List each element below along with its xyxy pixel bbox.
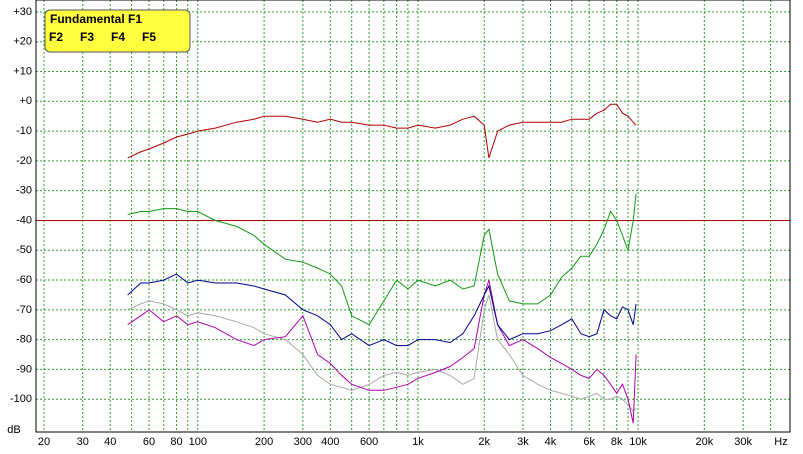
x-axis-label: Hz <box>774 436 787 448</box>
series-line <box>127 273 637 347</box>
y-tick-label: -100 <box>10 393 32 405</box>
series-line <box>127 279 637 424</box>
x-tick-label: 6k <box>583 436 595 448</box>
x-tick-label: 60 <box>143 436 155 448</box>
x-tick-label: 40 <box>104 436 116 448</box>
legend-entry: Fundamental F1 <box>50 12 142 26</box>
y-tick-label: -80 <box>16 334 32 346</box>
y-tick-label: +30 <box>13 6 32 18</box>
legend-entry: F2 <box>49 30 63 44</box>
plot-frame <box>35 0 791 433</box>
series-line <box>127 103 637 159</box>
y-tick-label: -20 <box>16 155 32 167</box>
x-tick-label: 400 <box>321 436 339 448</box>
grid-layer <box>36 0 790 432</box>
x-tick-label: 20 <box>38 436 50 448</box>
y-tick-label: +10 <box>13 65 32 77</box>
x-tick-label: 2k <box>478 436 490 448</box>
y-tick-label: -40 <box>16 214 32 226</box>
x-tick-label: 4k <box>545 436 557 448</box>
legend-entry: F4 <box>111 30 125 44</box>
x-tick-label: 1k <box>412 436 424 448</box>
y-tick-label: -10 <box>16 125 32 137</box>
y-tick-label: -90 <box>16 363 32 375</box>
y-tick-label: +20 <box>13 36 32 48</box>
legend-entry: F3 <box>80 30 94 44</box>
x-tick-label: 100 <box>189 436 207 448</box>
legend-box <box>44 9 191 53</box>
y-tick-label: -70 <box>16 304 32 316</box>
x-tick-label: 30k <box>734 436 752 448</box>
x-tick-label: 3k <box>517 436 529 448</box>
series-line <box>127 294 637 412</box>
x-tick-label: 300 <box>294 436 312 448</box>
plot-layer <box>36 103 790 424</box>
x-tick-label: 200 <box>255 436 273 448</box>
x-tick-label: 600 <box>360 436 378 448</box>
y-axis-label: dB <box>7 424 20 436</box>
x-tick-label: 8k <box>611 436 623 448</box>
legend-entry: F5 <box>142 30 156 44</box>
x-tick-label: 80 <box>170 436 182 448</box>
legend: Fundamental F1 F2 F3 F4 F5 <box>44 9 191 53</box>
y-tick-label: -60 <box>16 274 32 286</box>
x-tick-label: 20k <box>695 436 713 448</box>
x-tick-label: 30 <box>77 436 89 448</box>
y-tick-label: +0 <box>19 95 32 107</box>
series-line <box>127 193 637 326</box>
x-tick-label: 10k <box>629 436 647 448</box>
y-tick-label: -30 <box>16 185 32 197</box>
y-tick-label: -50 <box>16 244 32 256</box>
